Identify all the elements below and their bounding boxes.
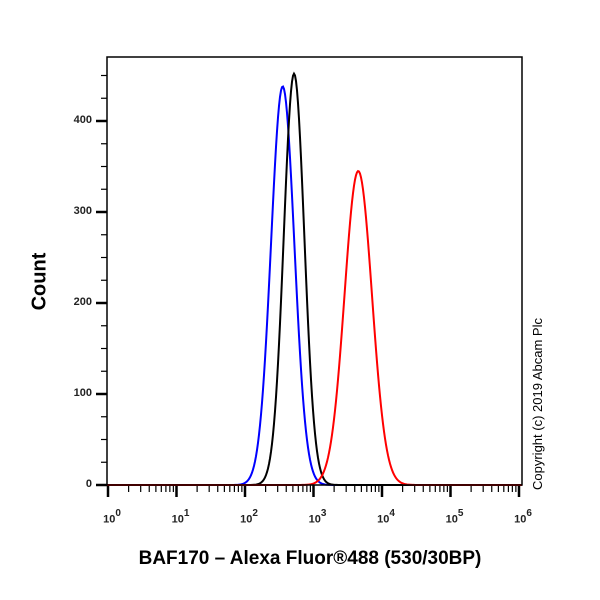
x-tick-label: 104 <box>377 508 395 526</box>
axis-ticks <box>96 74 521 497</box>
y-tick-label: 400 <box>73 114 92 126</box>
x-axis-label: BAF170 – Alexa Fluor®488 (530/30BP) <box>138 548 482 569</box>
copyright-notice: Copyright (c) 2019 Abcam Plc <box>530 318 545 490</box>
y-tick-label: 300 <box>73 205 92 217</box>
x-tick-label: 100 <box>103 508 121 526</box>
histogram-curve-black <box>107 71 522 486</box>
histogram-curves <box>107 71 522 486</box>
x-tick-label: 101 <box>171 508 190 526</box>
y-tick-label: 0 <box>85 478 92 490</box>
plot-frame <box>106 56 523 486</box>
y-tick-label: 200 <box>73 296 92 308</box>
x-tick-label: 103 <box>308 508 327 526</box>
x-tick-label: 106 <box>514 508 532 526</box>
y-axis-label: Count <box>28 252 51 311</box>
y-tick-label: 100 <box>73 387 92 399</box>
x-tick-label: 105 <box>445 508 464 526</box>
x-tick-label: 102 <box>240 508 258 526</box>
